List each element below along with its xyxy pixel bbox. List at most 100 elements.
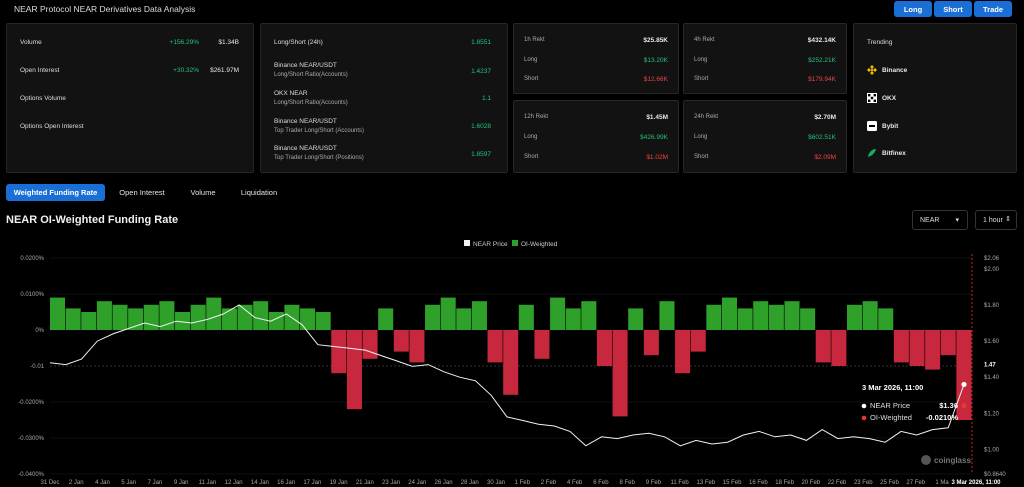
rekt-short-value: $1.02M [646,154,668,161]
trending-item-binance[interactable]: Binance [867,65,907,75]
price-series-line [49,304,965,447]
ratio-value: 1.6028 [471,123,491,130]
funding-bar [487,330,503,363]
x-tick-label: 16 Feb [749,480,768,486]
ratio-value: 1.1 [481,95,491,102]
interval-select[interactable]: 1 hour ⇕ [975,210,1017,230]
funding-bar [362,330,378,359]
trending-item-bybit[interactable]: Bybit [867,121,898,131]
y-right-tick-label: $2.06 [984,256,1000,262]
funding-bar [81,312,97,330]
rekt-total: $25.85K [643,37,668,44]
trending-title: Trending [867,39,893,46]
tab-liquidation[interactable]: Liquidation [240,188,278,197]
x-tick-label: 14 Jan [251,480,269,486]
x-tick-label: 18 Feb [775,480,794,486]
funding-bar [112,304,128,330]
funding-bar [831,330,847,366]
long-button[interactable]: Long [894,1,932,17]
trending-item-okx[interactable]: OKX [867,93,896,103]
y-left-tick-label: 0.0200% [20,256,44,262]
funding-bar [221,308,237,330]
rekt-4h-panel: 4h Rekt $432.14K Long $252.21K Short $17… [683,23,847,94]
funding-bar [96,301,112,330]
funding-bar [253,301,269,330]
funding-bar [706,304,722,330]
rekt-short-value: $2.09M [814,154,836,161]
open-interest-value: $261.97M [210,67,239,74]
ratio-label: Binance NEAR/USDT [274,145,337,152]
rekt-long-value: $13.20K [643,57,668,64]
y-left-tick-label: 0.0100% [20,292,44,298]
rekt-label: 4h Rekt [694,37,715,43]
funding-bar [737,308,753,330]
open-interest-label: Open Interest [20,67,60,74]
rekt-short-value: $179.94K [808,76,836,83]
rekt-long-label: Long [524,57,538,63]
ratio-label: Binance NEAR/USDT [274,62,337,69]
rekt-short-label: Short [524,154,539,160]
x-tick-label: 15 Feb [723,480,742,486]
trending-item-bitfinex[interactable]: Bitfinex [867,148,906,158]
ratio-sublabel: Top Trader Long/Short (Positions) [274,155,364,161]
funding-bar [659,301,675,330]
rekt-total: $1.45M [646,114,668,121]
short-button[interactable]: Short [934,1,972,17]
funding-bar [690,330,706,352]
x-tick-label: 20 Feb [801,480,820,486]
funding-bar [721,297,737,330]
trade-button[interactable]: Trade [974,1,1012,17]
rekt-short-label: Short [694,76,709,82]
tab-weighted-funding-rate[interactable]: Weighted Funding Rate [6,184,105,201]
ratio-label: Long/Short (24h) [274,39,323,46]
trending-name: Bybit [882,122,899,130]
rekt-label: 1h Rekt [524,37,545,43]
funding-bar [893,330,909,363]
ratio-sublabel: Long/Short Ratio(Accounts) [274,72,348,78]
x-tick-label: 2 Jan [69,480,84,486]
funding-bar [878,308,894,330]
tab-open-interest[interactable]: Open Interest [119,188,165,197]
funding-rate-chart: 0.0200% 0.0100% 0% -0.01 -0.0200% -0.0300% -0.… [18,240,1006,486]
x-tick-label: 23 Jan [382,480,400,486]
x-tick-label: 30 Jan [487,480,505,486]
funding-bar [65,308,81,330]
y-right-tick-label: 1.47 [984,363,996,369]
x-tick-label: 24 Jan [408,480,426,486]
funding-bar [800,308,816,330]
x-tick-label: 12 Jan [225,480,243,486]
funding-bar [518,304,534,330]
funding-bar [331,330,347,374]
x-tick-label: 5 Jan [121,480,136,486]
funding-bar [534,330,550,359]
x-tick-label: 1 Feb [515,480,531,486]
funding-bar [237,304,253,330]
x-tick-label: 3 Mar 2026, 11:00 [951,480,1001,486]
coinglass-logo-icon [921,455,931,465]
x-tick-label: 16 Jan [277,480,295,486]
funding-bar [846,304,863,330]
tab-volume[interactable]: Volume [190,188,216,197]
legend-label-price: NEAR Price [473,241,508,248]
legend-swatch-funding [512,240,518,246]
funding-bar [940,330,956,356]
y-left-tick-label: -0.0300% [18,436,44,442]
funding-bar [612,330,628,417]
bitfinex-icon [868,149,876,157]
coin-select[interactable]: NEAR ▾ [912,210,968,230]
funding-bar [206,297,222,330]
tooltip-funding-dot [861,415,867,421]
tooltip-date: 3 Mar 2026, 11:00 [862,383,923,392]
ratio-value: 1.8551 [471,39,491,46]
rekt-total: $2.70M [814,114,836,121]
y-right-tick-label: $2.00 [984,267,1000,273]
ratio-value: 1.8597 [471,151,491,158]
funding-bar [471,301,487,330]
options-volume-label: Options Volume [20,95,66,102]
funding-bar [315,312,331,330]
interval-select-value: 1 hour [983,216,1003,224]
funding-bar [425,304,441,330]
rekt-long-label: Long [694,134,708,140]
page-title: NEAR Protocol NEAR Derivatives Data Anal… [14,4,196,14]
funding-bar [628,308,644,330]
